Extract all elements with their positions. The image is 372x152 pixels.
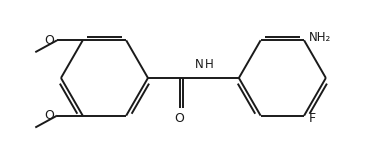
Text: N: N: [195, 58, 204, 71]
Text: NH₂: NH₂: [309, 31, 331, 44]
Text: H: H: [205, 58, 214, 71]
Text: O: O: [44, 109, 54, 122]
Text: F: F: [309, 112, 316, 125]
Text: O: O: [44, 34, 54, 47]
Text: O: O: [174, 112, 185, 125]
